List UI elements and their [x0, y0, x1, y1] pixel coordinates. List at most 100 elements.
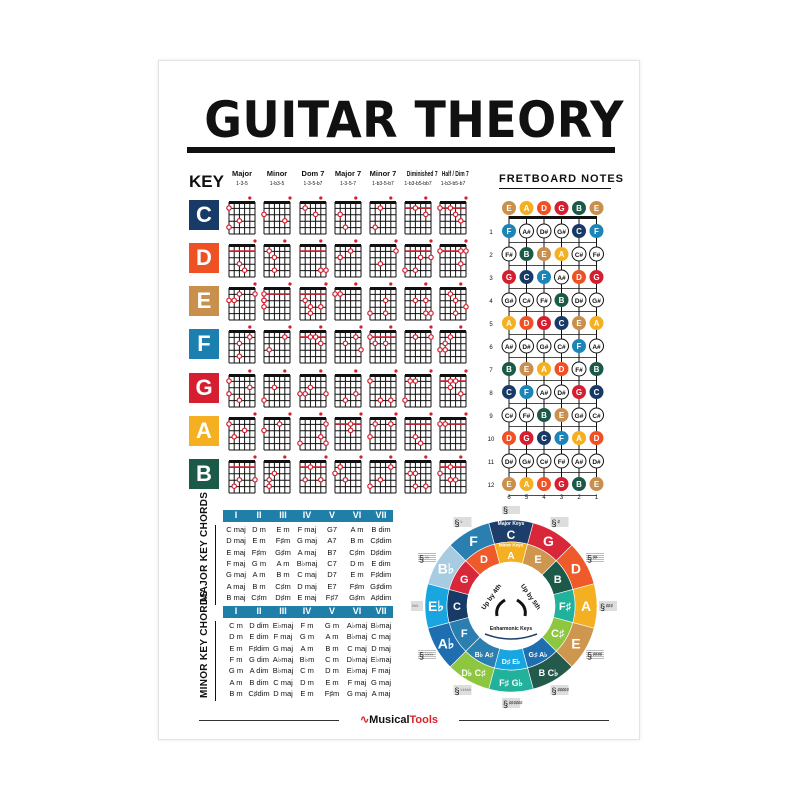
note-label: A#: [557, 275, 566, 282]
chord-cell: A♭maj: [346, 621, 368, 630]
chord-cell: G dim: [248, 654, 269, 664]
finger-dot: [382, 297, 389, 304]
note-a-sharp: A#: [589, 338, 604, 354]
chord-diagram: [261, 282, 292, 321]
chord-diagram: [226, 282, 258, 321]
chord-diagram: [402, 369, 433, 408]
note-label: E: [559, 411, 565, 420]
chord-cell: B dim: [371, 525, 391, 534]
chord-cell: C♯m: [275, 581, 291, 591]
chord-formula: 1-3-5-7: [339, 181, 357, 187]
note-label: G: [593, 273, 599, 282]
finger-dot: [372, 340, 379, 347]
note-label: G: [576, 388, 582, 397]
note-label: A#: [592, 344, 601, 351]
finger-dot: [271, 254, 278, 261]
chord-cell: F♯m: [251, 547, 267, 557]
finger-dot: [236, 353, 243, 360]
treble-clef-icon: §: [455, 518, 460, 528]
open-string-dot: [429, 412, 433, 416]
treble-clef-icon: §: [587, 554, 592, 564]
chord-cell: G7: [326, 525, 337, 534]
chord-type-name: Minor: [266, 169, 288, 178]
note-d: D: [519, 316, 534, 330]
chord-type-name: Major 7: [334, 169, 362, 178]
fret-number: 3: [489, 276, 493, 282]
signature-accidentals: ♭♭: [425, 555, 429, 560]
table-row: B maj C♯m D♯m E maj F♯7 G♯m A♯dim: [223, 593, 393, 604]
finger-dot: [302, 390, 309, 397]
finger-dot: [387, 464, 394, 470]
note-e: E: [589, 201, 604, 215]
note-label: E: [594, 204, 600, 213]
chord-cell: B7: [327, 547, 337, 557]
chord-cell: B♭maj: [272, 666, 294, 676]
finger-dot: [337, 464, 344, 470]
chord-diagram: [367, 455, 397, 494]
chord-type-header: Dom 7 1-3-5-b7: [296, 169, 330, 189]
note-label: C#: [505, 413, 514, 420]
finger-dot: [236, 260, 243, 267]
note-d: D: [537, 477, 551, 491]
chord-cell: D7: [327, 570, 337, 580]
finger-dot: [367, 378, 373, 384]
table-row: E m F♯dim G maj A m B m C maj D maj: [223, 644, 393, 655]
note-label: B: [576, 480, 582, 489]
chord-diagram: [263, 239, 291, 278]
chord-diagram: [439, 369, 468, 408]
chord-diagram: [334, 325, 364, 364]
finger-dot: [417, 440, 424, 447]
note-e: E: [502, 477, 516, 491]
finger-dot: [347, 427, 354, 434]
note-g: G: [502, 270, 516, 284]
note-c: C: [572, 224, 586, 238]
chord-cell: D maj: [371, 643, 391, 653]
treble-clef-icon: §: [419, 651, 424, 661]
note-label: C: [594, 388, 600, 397]
note-label: F#: [558, 459, 566, 466]
finger-dot: [323, 421, 329, 427]
major-key-label: F: [469, 533, 478, 549]
key-signature-staff: § ♭♭: [417, 553, 436, 564]
finger-dot: [236, 476, 243, 483]
note-label: D: [524, 319, 530, 328]
chord-diagram: [439, 282, 469, 321]
finger-dot: [261, 397, 267, 404]
chord-formula: 1-3-5: [236, 181, 248, 187]
note-label: D#: [522, 344, 531, 351]
minor-key-label: F♯: [559, 601, 572, 613]
chord-diagram: [367, 369, 398, 408]
chord-type-header: Diminished 7 1-b3-b5-bb7: [401, 169, 437, 189]
chord-cell: A maj: [297, 547, 317, 557]
finger-dot: [261, 211, 267, 218]
signature-accidentals: ♭♭♭♭: [425, 652, 434, 657]
chord-diagram: [263, 325, 292, 364]
note-label: D: [576, 273, 582, 282]
finger-dot: [281, 334, 288, 340]
note-label: F#: [540, 298, 548, 305]
finger-dot: [407, 470, 414, 477]
minor-key-label: F: [461, 628, 468, 640]
chord-cell: E m: [252, 536, 266, 546]
note-label: B: [559, 296, 565, 305]
table-row: E maj F♯m G♯m A maj B7 C♯m D♯dim: [223, 548, 393, 559]
note-label: D#: [575, 298, 584, 305]
finger-dot: [261, 427, 267, 434]
note-f-sharp: F#: [501, 246, 517, 262]
open-string-dot: [283, 369, 287, 373]
chord-cell: F maj: [347, 677, 367, 687]
open-string-dot: [324, 282, 328, 286]
note-label: F: [594, 227, 599, 236]
open-string-dot: [253, 282, 257, 286]
table-row: F maj G m A m B♭maj C7 D m E dim: [223, 559, 393, 570]
chord-cell: C maj: [347, 643, 367, 653]
note-g: G: [572, 385, 586, 399]
open-string-dot: [464, 239, 468, 243]
note-a-sharp: A#: [554, 269, 569, 285]
finger-dot: [382, 310, 389, 317]
note-label: A: [524, 480, 530, 489]
key-box-c: C: [189, 200, 219, 230]
note-label: E: [524, 365, 530, 374]
note-label: B: [506, 365, 512, 374]
major-key-label: F♯ G♭: [499, 678, 523, 688]
